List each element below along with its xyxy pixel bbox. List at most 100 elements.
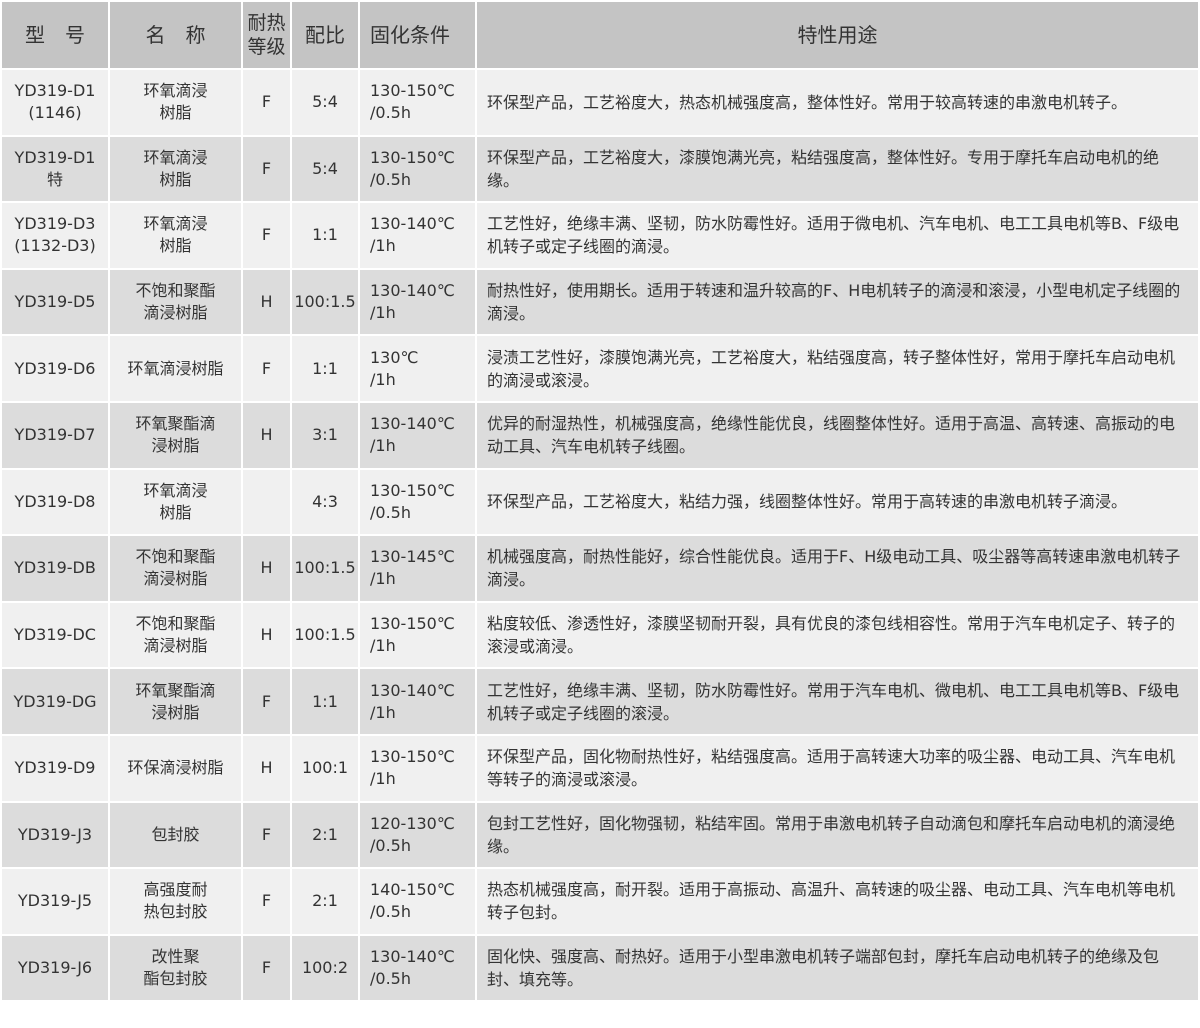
usage-cell: 环保型产品，工艺裕度大，粘结力强，线圈整体性好。常用于高转速的串激电机转子滴浸。 xyxy=(475,467,1200,537)
heat-class-cell: H xyxy=(241,534,292,603)
usage-cell: 浸渍工艺性好，漆膜饱满光亮，工艺裕度大，粘结强度高，转子整体性好，常用于摩托车启… xyxy=(475,334,1200,403)
model-cell: YD319-D5 xyxy=(0,267,110,337)
usage-cell: 包封工艺性好，固化物强韧，粘结牢固。常用于串激电机转子自动滴包和摩托车启动电机的… xyxy=(475,800,1200,870)
heat-class-cell: H xyxy=(241,267,292,337)
ratio-cell: 1:1 xyxy=(290,201,360,270)
table-row: YD319-D1 (1146) 环氧滴浸 树脂 F 5:4 130-150℃ /0.5h… xyxy=(0,68,1200,137)
heat-class-cell: F xyxy=(241,201,292,270)
ratio-cell: 100:1.5 xyxy=(290,534,360,603)
cure-cell: 120-130℃ /0.5h xyxy=(358,800,477,870)
heat-class-cell: H xyxy=(241,400,292,470)
table-header-row: 型 号 名 称 耐热 等级 配比 固化条件 特性用途 xyxy=(0,0,1200,70)
header-usage: 特性用途 xyxy=(475,0,1200,70)
table-row: YD319-D3 (1132-D3) 环氧滴浸 树脂 F 1:1 130-140℃ /1… xyxy=(0,201,1200,270)
model-cell: YD319-D6 xyxy=(0,334,110,403)
name-cell: 环氧滴浸 树脂 xyxy=(108,201,243,270)
ratio-cell: 3:1 xyxy=(290,400,360,470)
model-cell: YD319-D1 (1146) xyxy=(0,68,110,137)
table-row: YD319-DG 环氧聚酯滴 浸树脂 F 1:1 130-140℃ /1h 工艺性好，绝缘… xyxy=(0,667,1200,736)
usage-cell: 固化快、强度高、耐热好。适用于小型串激电机转子端部包封，摩托车启动电机转子的绝缘… xyxy=(475,933,1200,1003)
cure-cell: 130-150℃ /0.5h xyxy=(358,467,477,537)
name-cell: 不饱和聚酯 滴浸树脂 xyxy=(108,267,243,337)
heat-class-cell: F xyxy=(241,134,292,204)
heat-class-cell: F xyxy=(241,68,292,137)
name-cell: 环氧聚酯滴 浸树脂 xyxy=(108,400,243,470)
cure-cell: 130-150℃ /0.5h xyxy=(358,68,477,137)
ratio-cell: 100:1.5 xyxy=(290,600,360,670)
model-cell: YD319-D8 xyxy=(0,467,110,537)
ratio-cell: 1:1 xyxy=(290,334,360,403)
cure-cell: 130-145℃ /1h xyxy=(358,534,477,603)
name-cell: 改性聚 酯包封胶 xyxy=(108,933,243,1003)
model-cell: YD319-D9 xyxy=(0,733,110,803)
usage-cell: 环保型产品，工艺裕度大，漆膜饱满光亮，粘结强度高，整体性好。专用于摩托车启动电机… xyxy=(475,134,1200,204)
ratio-cell: 100:1.5 xyxy=(290,267,360,337)
model-cell: YD319-D1 特 xyxy=(0,134,110,204)
model-cell: YD319-DB xyxy=(0,534,110,603)
name-cell: 环保滴浸树脂 xyxy=(108,733,243,803)
model-cell: YD319-J5 xyxy=(0,867,110,936)
usage-cell: 优异的耐湿热性，机械强度高，绝缘性能优良，线圈整体性好。适用于高温、高转速、高振… xyxy=(475,400,1200,470)
cure-cell: 130℃ /1h xyxy=(358,334,477,403)
cure-cell: 130-140℃ /1h xyxy=(358,201,477,270)
table-row: YD319-D8 环氧滴浸 树脂 4:3 130-150℃ /0.5h 环保型产品，工艺… xyxy=(0,467,1200,537)
name-cell: 环氧滴浸 树脂 xyxy=(108,467,243,537)
cure-cell: 130-140℃ /1h xyxy=(358,667,477,736)
usage-cell: 热态机械强度高，耐开裂。适用于高振动、高温升、高转速的吸尘器、电动工具、汽车电机… xyxy=(475,867,1200,936)
heat-class-cell: H xyxy=(241,733,292,803)
cure-cell: 130-150℃ /1h xyxy=(358,733,477,803)
model-cell: YD319-D7 xyxy=(0,400,110,470)
ratio-cell: 5:4 xyxy=(290,68,360,137)
usage-cell: 耐热性好，使用期长。适用于转速和温升较高的F、H电机转子的滴浸和滚浸，小型电机定… xyxy=(475,267,1200,337)
usage-cell: 环保型产品，固化物耐热性好，粘结强度高。适用于高转速大功率的吸尘器、电动工具、汽… xyxy=(475,733,1200,803)
table-row: YD319-D9 环保滴浸树脂 H 100:1 130-150℃ /1h 环保型产品，固化… xyxy=(0,733,1200,803)
name-cell: 环氧滴浸树脂 xyxy=(108,334,243,403)
table-row: YD319-J6 改性聚 酯包封胶 F 100:2 130-140℃ /0.5h 固化快、… xyxy=(0,933,1200,1003)
cure-cell: 130-140℃ /1h xyxy=(358,400,477,470)
cure-cell: 130-150℃ /1h xyxy=(358,600,477,670)
table-row: YD319-DC 不饱和聚酯 滴浸树脂 H 100:1.5 130-150℃ /1h 粘度… xyxy=(0,600,1200,670)
usage-cell: 粘度较低、渗透性好，漆膜坚韧耐开裂，具有优良的漆包线相容性。常用于汽车电机定子、… xyxy=(475,600,1200,670)
table-row: YD319-DB 不饱和聚酯 滴浸树脂 H 100:1.5 130-145℃ /1h 机械… xyxy=(0,534,1200,603)
header-name: 名 称 xyxy=(108,0,243,70)
header-model: 型 号 xyxy=(0,0,110,70)
table-row: YD319-D5 不饱和聚酯 滴浸树脂 H 100:1.5 130-140℃ /1h 耐热… xyxy=(0,267,1200,337)
heat-class-cell: F xyxy=(241,334,292,403)
name-cell: 不饱和聚酯 滴浸树脂 xyxy=(108,534,243,603)
name-cell: 高强度耐 热包封胶 xyxy=(108,867,243,936)
usage-cell: 机械强度高，耐热性能好，综合性能优良。适用于F、H级电动工具、吸尘器等高转速串激… xyxy=(475,534,1200,603)
ratio-cell: 5:4 xyxy=(290,134,360,204)
ratio-cell: 100:1 xyxy=(290,733,360,803)
table-row: YD319-J5 高强度耐 热包封胶 F 2:1 140-150℃ /0.5h 热态机械强… xyxy=(0,867,1200,936)
ratio-cell: 1:1 xyxy=(290,667,360,736)
heat-class-cell xyxy=(241,467,292,537)
model-cell: YD319-DC xyxy=(0,600,110,670)
usage-cell: 工艺性好，绝缘丰满、坚韧，防水防霉性好。常用于汽车电机、微电机、电工工具电机等B… xyxy=(475,667,1200,736)
name-cell: 包封胶 xyxy=(108,800,243,870)
table-row: YD319-D1 特环氧滴浸 树脂 F 5:4 130-150℃ /0.5h 环保型产品… xyxy=(0,134,1200,204)
model-cell: YD319-DG xyxy=(0,667,110,736)
heat-class-cell: F xyxy=(241,800,292,870)
name-cell: 环氧滴浸 树脂 xyxy=(108,68,243,137)
usage-cell: 环保型产品，工艺裕度大，热态机械强度高，整体性好。常用于较高转速的串激电机转子。 xyxy=(475,68,1200,137)
product-spec-table: 型 号 名 称 耐热 等级 配比 固化条件 特性用途 YD319-D1 (114… xyxy=(0,0,1200,1003)
table-row: YD319-D7 环氧聚酯滴 浸树脂 H 3:1 130-140℃ /1h 优异的耐湿热性… xyxy=(0,400,1200,470)
usage-cell: 工艺性好，绝缘丰满、坚韧，防水防霉性好。适用于微电机、汽车电机、电工工具电机等B… xyxy=(475,201,1200,270)
ratio-cell: 2:1 xyxy=(290,867,360,936)
table-row: YD319-D6 环氧滴浸树脂 F 1:1 130℃ /1h 浸渍工艺性好，漆膜饱满光亮，… xyxy=(0,334,1200,403)
ratio-cell: 100:2 xyxy=(290,933,360,1003)
heat-class-cell: F xyxy=(241,867,292,936)
heat-class-cell: F xyxy=(241,933,292,1003)
cure-cell: 130-140℃ /1h xyxy=(358,267,477,337)
name-cell: 不饱和聚酯 滴浸树脂 xyxy=(108,600,243,670)
ratio-cell: 2:1 xyxy=(290,800,360,870)
header-cure: 固化条件 xyxy=(358,0,477,70)
heat-class-cell: F xyxy=(241,667,292,736)
header-ratio: 配比 xyxy=(290,0,360,70)
cure-cell: 140-150℃ /0.5h xyxy=(358,867,477,936)
model-cell: YD319-D3 (1132-D3) xyxy=(0,201,110,270)
name-cell: 环氧滴浸 树脂 xyxy=(108,134,243,204)
model-cell: YD319-J3 xyxy=(0,800,110,870)
cure-cell: 130-150℃ /0.5h xyxy=(358,134,477,204)
name-cell: 环氧聚酯滴 浸树脂 xyxy=(108,667,243,736)
